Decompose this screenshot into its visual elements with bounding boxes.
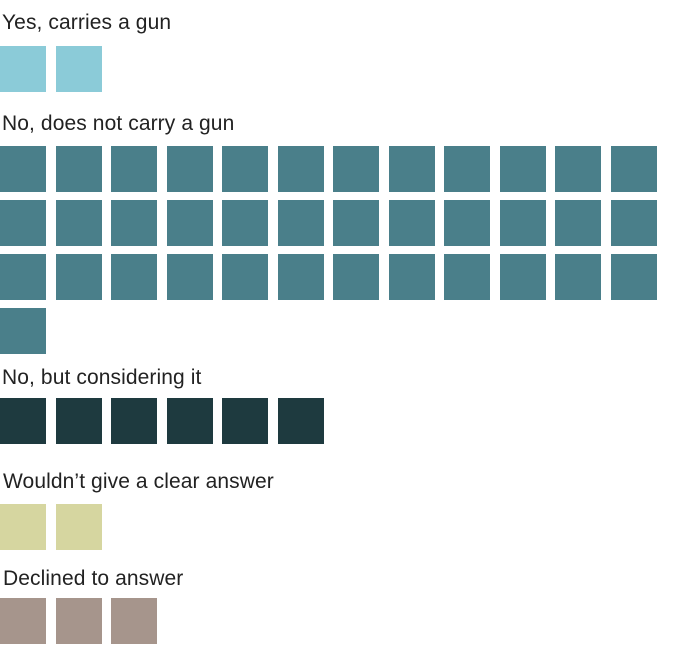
waffle-cell-no-does-not-carry bbox=[222, 200, 268, 246]
waffle-cell-no-does-not-carry bbox=[389, 146, 435, 192]
waffle-cell-no-does-not-carry bbox=[0, 146, 46, 192]
waffle-cell-no-but-considering bbox=[0, 398, 46, 444]
waffle-cell-no-does-not-carry bbox=[500, 254, 546, 300]
waffle-cell-no-does-not-carry bbox=[444, 200, 490, 246]
waffle-cell-no-does-not-carry bbox=[555, 254, 601, 300]
waffle-cell-no-does-not-carry bbox=[500, 200, 546, 246]
waffle-cell-no-does-not-carry bbox=[333, 254, 379, 300]
waffle-cell-no-does-not-carry bbox=[167, 200, 213, 246]
waffle-cell-yes-carries bbox=[56, 46, 102, 92]
waffle-cell-no-does-not-carry bbox=[167, 146, 213, 192]
waffle-cell-no-does-not-carry bbox=[111, 200, 157, 246]
waffle-cell-no-but-considering bbox=[222, 398, 268, 444]
group-label-no-but-considering: No, but considering it bbox=[2, 366, 202, 389]
waffle-cell-no-does-not-carry bbox=[333, 200, 379, 246]
waffle-cell-no-clear-answer bbox=[0, 504, 46, 550]
group-label-no-clear-answer: Wouldn’t give a clear answer bbox=[3, 470, 274, 493]
waffle-cell-no-does-not-carry bbox=[111, 254, 157, 300]
waffle-cell-no-does-not-carry bbox=[222, 254, 268, 300]
waffle-cell-no-does-not-carry bbox=[111, 146, 157, 192]
waffle-cell-no-does-not-carry bbox=[56, 254, 102, 300]
waffle-cell-no-does-not-carry bbox=[278, 200, 324, 246]
waffle-cell-no-does-not-carry bbox=[389, 254, 435, 300]
waffle-cell-no-does-not-carry bbox=[0, 200, 46, 246]
waffle-cell-no-but-considering bbox=[111, 398, 157, 444]
group-label-declined: Declined to answer bbox=[3, 567, 184, 590]
waffle-cell-no-does-not-carry bbox=[222, 146, 268, 192]
waffle-cell-no-does-not-carry bbox=[333, 146, 379, 192]
waffle-cell-no-but-considering bbox=[167, 398, 213, 444]
waffle-cell-no-does-not-carry bbox=[555, 200, 601, 246]
group-label-yes-carries: Yes, carries a gun bbox=[2, 11, 172, 34]
waffle-cell-no-does-not-carry bbox=[278, 254, 324, 300]
waffle-cell-no-does-not-carry bbox=[56, 146, 102, 192]
waffle-cell-no-does-not-carry bbox=[278, 146, 324, 192]
waffle-cell-declined bbox=[0, 598, 46, 644]
waffle-cell-no-does-not-carry bbox=[389, 200, 435, 246]
waffle-cell-no-does-not-carry bbox=[500, 146, 546, 192]
waffle-cell-declined bbox=[111, 598, 157, 644]
waffle-cell-no-but-considering bbox=[56, 398, 102, 444]
waffle-cell-declined bbox=[56, 598, 102, 644]
waffle-cell-no-does-not-carry bbox=[611, 254, 657, 300]
waffle-cell-no-does-not-carry bbox=[444, 146, 490, 192]
waffle-cell-no-does-not-carry bbox=[56, 200, 102, 246]
waffle-cell-no-does-not-carry bbox=[611, 200, 657, 246]
waffle-cell-no-does-not-carry bbox=[611, 146, 657, 192]
waffle-cell-no-does-not-carry bbox=[555, 146, 601, 192]
waffle-cell-no-clear-answer bbox=[56, 504, 102, 550]
waffle-cell-no-does-not-carry bbox=[444, 254, 490, 300]
waffle-cell-no-does-not-carry bbox=[0, 308, 46, 354]
waffle-cell-no-does-not-carry bbox=[167, 254, 213, 300]
group-label-no-does-not-carry: No, does not carry a gun bbox=[2, 112, 235, 135]
waffle-cell-no-does-not-carry bbox=[0, 254, 46, 300]
waffle-cell-yes-carries bbox=[0, 46, 46, 92]
waffle-cell-no-but-considering bbox=[278, 398, 324, 444]
